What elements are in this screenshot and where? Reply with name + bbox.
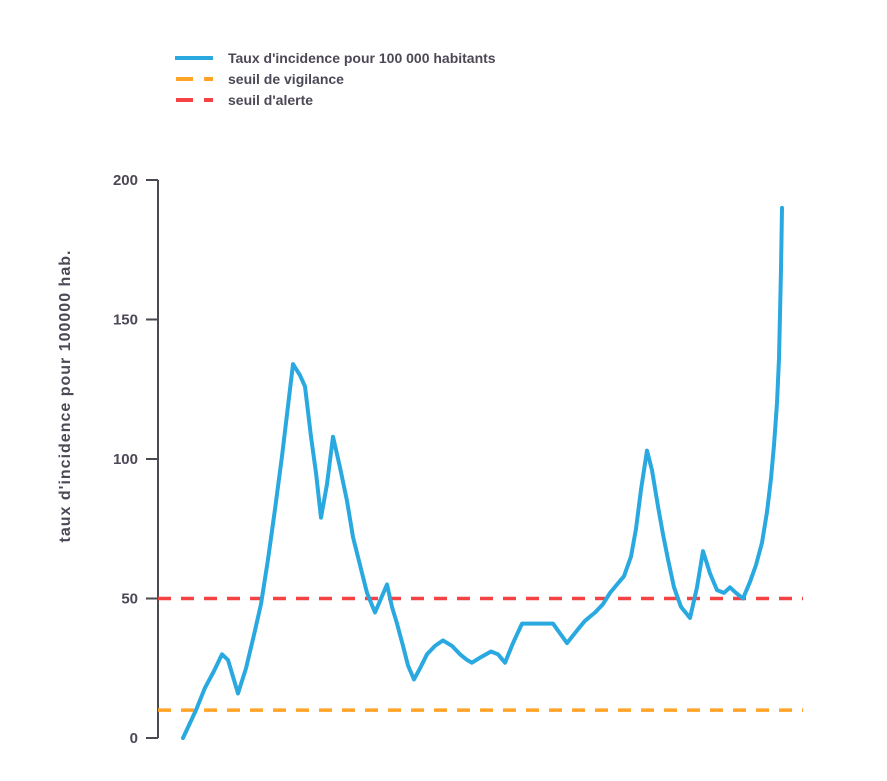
legend-row-alerte: seuil d'alerte bbox=[175, 89, 496, 110]
legend-label-incidence: Taux d'incidence pour 100 000 habitants bbox=[228, 49, 496, 66]
y-axis-label: taux d'incidence pour 100000 hab. bbox=[57, 249, 74, 543]
y-tick-label-100: 100 bbox=[113, 451, 138, 468]
incidence-series-line bbox=[181, 205, 784, 740]
vigilance-line-swatch-icon bbox=[176, 76, 213, 81]
y-tick-label-0: 0 bbox=[130, 730, 138, 747]
legend-row-vigilance: seuil de vigilance bbox=[175, 68, 496, 89]
incidence-line-swatch-icon bbox=[175, 55, 213, 60]
legend: Taux d'incidence pour 100 000 habitants … bbox=[175, 47, 496, 110]
legend-label-vigilance: seuil de vigilance bbox=[228, 70, 344, 87]
y-tick-label-200: 200 bbox=[113, 172, 138, 189]
legend-row-incidence: Taux d'incidence pour 100 000 habitants bbox=[175, 47, 496, 68]
y-tick-label-150: 150 bbox=[113, 312, 138, 329]
alerte-line-swatch-icon bbox=[176, 97, 213, 102]
legend-label-alerte: seuil d'alerte bbox=[228, 91, 314, 108]
y-tick-label-50: 50 bbox=[121, 591, 138, 608]
